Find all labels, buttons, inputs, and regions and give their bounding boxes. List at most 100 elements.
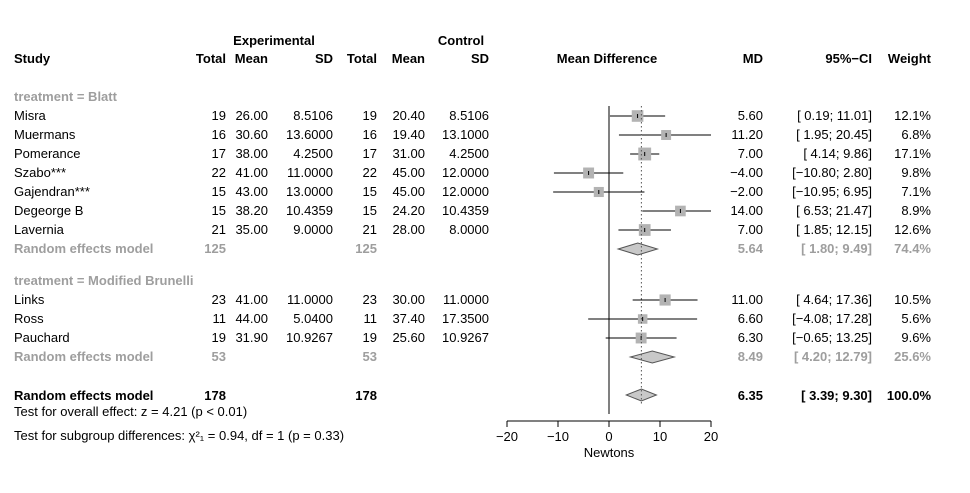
study-row-total-c: 23 — [363, 292, 377, 307]
study-row-total-c: 19 — [363, 108, 377, 123]
study-row-weight: 7.1% — [901, 184, 931, 199]
study-row-weight: 6.8% — [901, 127, 931, 142]
study-row-name: Szabo*** — [14, 165, 66, 180]
study-row-name: Gajendran*** — [14, 184, 90, 199]
study-row-sd-e: 13.6000 — [286, 127, 333, 142]
study-row-ci: [ 1.95; 20.45] — [796, 127, 872, 142]
x-tick-label: 10 — [653, 429, 667, 444]
study-row-name: Lavernia — [14, 222, 65, 237]
study-row-md: 11.00 — [731, 292, 763, 307]
study-row-total-c: 16 — [363, 127, 377, 142]
study-row-sd-e: 4.2500 — [293, 146, 333, 161]
subgroup-summary-label: Random effects model — [14, 349, 153, 364]
study-row-md: 14.00 — [730, 203, 763, 218]
subgroup-diamond — [616, 242, 660, 256]
study-row-sd-e: 8.5106 — [293, 108, 333, 123]
study-row-name: Ross — [14, 311, 44, 326]
x-tick-label: −20 — [496, 429, 518, 444]
study-row-mean-c: 30.00 — [392, 292, 425, 307]
study-row-total-e: 17 — [212, 146, 226, 161]
overall-ci: [ 3.39; 9.30] — [801, 388, 872, 403]
overall-label: Random effects model — [14, 388, 153, 403]
study-row-mean-c: 45.00 — [392, 184, 425, 199]
study-row-md: 6.60 — [738, 311, 763, 326]
study-row-ci: [ 4.64; 17.36] — [796, 292, 872, 307]
study-row-weight: 10.5% — [894, 292, 931, 307]
subgroup-label: treatment = Blatt — [14, 89, 118, 104]
study-row-mean-e: 30.60 — [235, 127, 268, 142]
study-row-name: Misra — [14, 108, 47, 123]
study-row-mean-c: 37.40 — [392, 311, 425, 326]
subgroup-summary-total-e: 125 — [204, 241, 226, 256]
study-row-sd-c: 17.3500 — [442, 311, 489, 326]
header-total-e: Total — [196, 51, 226, 66]
study-row-sd-c: 8.5106 — [449, 108, 489, 123]
study-row-sd-c: 10.4359 — [442, 203, 489, 218]
study-row-ci: [−10.95; 6.95] — [792, 184, 872, 199]
test-subgroup-differences: Test for subgroup differences: χ²₁ = 0.9… — [14, 428, 344, 443]
subgroup-summary-ci: [ 4.20; 12.79] — [794, 349, 872, 364]
study-row-mean-e: 41.00 — [235, 292, 268, 307]
header-weight: Weight — [888, 51, 932, 66]
study-row-weight: 17.1% — [894, 146, 931, 161]
study-row-weight: 12.1% — [894, 108, 931, 123]
header-mean-e: Mean — [235, 51, 268, 66]
study-row-name: Pauchard — [14, 330, 70, 345]
header-study: Study — [14, 51, 51, 66]
study-row-total-c: 15 — [363, 184, 377, 199]
header-sd-e: SD — [315, 51, 333, 66]
study-row-ci: [ 6.53; 21.47] — [796, 203, 872, 218]
study-row-mean-c: 31.00 — [392, 146, 425, 161]
header-control: Control — [438, 33, 484, 48]
study-row-weight: 12.6% — [894, 222, 931, 237]
subgroup-summary-total-c: 125 — [355, 241, 377, 256]
study-row-sd-e: 13.0000 — [286, 184, 333, 199]
study-row-sd-e: 11.0000 — [287, 165, 333, 180]
header-md: MD — [743, 51, 763, 66]
study-row-total-e: 19 — [212, 330, 226, 345]
study-row-mean-e: 44.00 — [235, 311, 268, 326]
study-row-mean-c: 45.00 — [392, 165, 425, 180]
overall-total-c: 178 — [355, 388, 377, 403]
study-row-sd-e: 9.0000 — [293, 222, 333, 237]
study-row-weight: 5.6% — [901, 311, 931, 326]
study-row-mean-c: 28.00 — [392, 222, 425, 237]
study-row-mean-e: 26.00 — [235, 108, 268, 123]
study-row-sd-c: 10.9267 — [442, 330, 489, 345]
study-row-md: 6.30 — [738, 330, 763, 345]
overall-md: 6.35 — [738, 388, 763, 403]
study-row-total-e: 23 — [212, 292, 226, 307]
subgroup-summary-weight: 25.6% — [894, 349, 931, 364]
study-row-total-c: 17 — [363, 146, 377, 161]
study-row-md: −2.00 — [730, 184, 763, 199]
study-row-sd-c: 11.0000 — [443, 292, 489, 307]
header-sd-c: SD — [471, 51, 489, 66]
subgroup-summary-label: Random effects model — [14, 241, 153, 256]
study-row-weight: 9.6% — [901, 330, 931, 345]
study-row-mean-e: 31.90 — [235, 330, 268, 345]
subgroup-summary-ci: [ 1.80; 9.49] — [801, 241, 872, 256]
study-row-total-e: 16 — [212, 127, 226, 142]
study-row-sd-c: 4.2500 — [449, 146, 489, 161]
study-row-total-e: 11 — [213, 311, 227, 326]
x-tick-label: −10 — [547, 429, 569, 444]
header-experimental: Experimental — [233, 33, 315, 48]
study-row-total-c: 22 — [363, 165, 377, 180]
study-row-ci: [−0.65; 13.25] — [792, 330, 872, 345]
study-row-md: 7.00 — [738, 222, 763, 237]
study-row-total-e: 19 — [212, 108, 226, 123]
study-row-sd-e: 10.9267 — [286, 330, 333, 345]
subgroup-summary-total-c: 53 — [363, 349, 377, 364]
study-row-mean-e: 38.20 — [235, 203, 268, 218]
study-row-sd-c: 12.0000 — [442, 165, 489, 180]
study-row-total-c: 15 — [363, 203, 377, 218]
study-row-total-e: 22 — [212, 165, 226, 180]
x-axis-label: Newtons — [584, 445, 635, 460]
subgroup-summary-md: 8.49 — [738, 349, 763, 364]
test-overall-effect: Test for overall effect: z = 4.21 (p < 0… — [14, 404, 247, 419]
study-row-md: −4.00 — [730, 165, 763, 180]
study-row-weight: 9.8% — [901, 165, 931, 180]
study-row-mean-c: 20.40 — [392, 108, 425, 123]
study-row-mean-e: 38.00 — [235, 146, 268, 161]
